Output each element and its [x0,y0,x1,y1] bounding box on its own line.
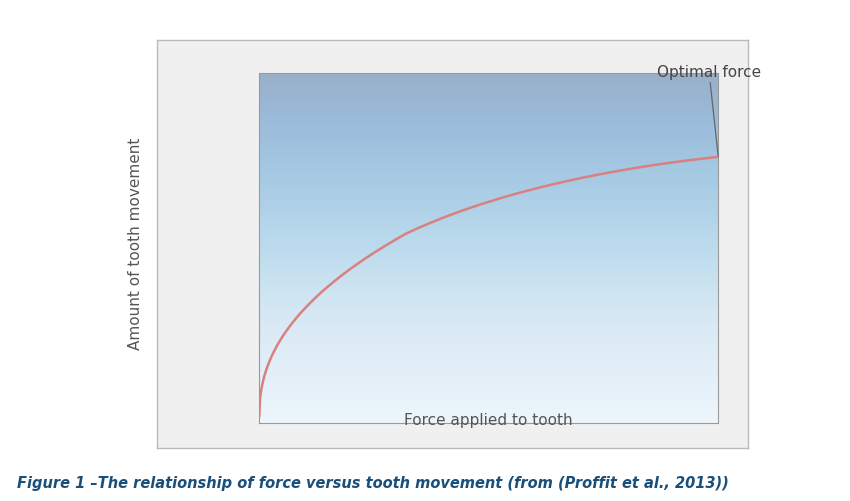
Text: Amount of tooth movement: Amount of tooth movement [128,138,144,350]
Text: Force applied to tooth: Force applied to tooth [405,413,573,428]
Text: Figure 1 –The relationship of force versus tooth movement (from (Proffit et al.,: Figure 1 –The relationship of force vers… [17,476,728,491]
Text: Optimal force: Optimal force [657,65,761,157]
